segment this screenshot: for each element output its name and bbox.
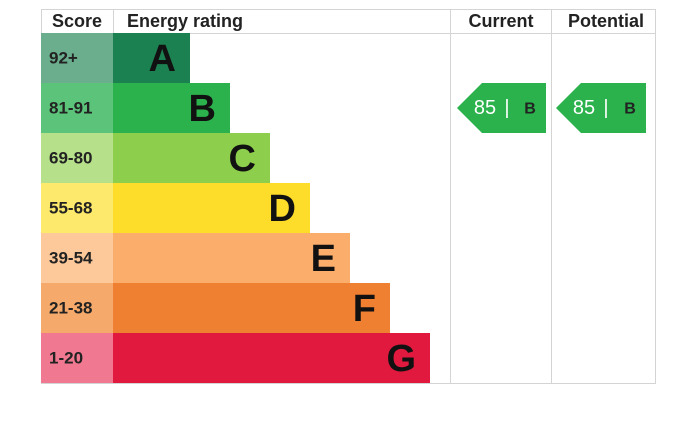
score-cell: [41, 83, 113, 133]
score-label: 92+: [49, 49, 78, 68]
rating-bar: [113, 333, 430, 383]
header-score: Score: [52, 11, 102, 31]
arrow-separator: |: [603, 97, 608, 119]
score-cell: [41, 283, 113, 333]
rating-bar: [113, 133, 270, 183]
rating-bar: [113, 283, 390, 333]
score-label: 1-20: [49, 349, 83, 368]
rating-arrow: [556, 83, 646, 133]
score-label: 81-91: [49, 99, 92, 118]
rating-bar: [113, 83, 230, 133]
arrow-separator: |: [504, 97, 509, 119]
rating-bar: [113, 33, 190, 83]
score-cell: [41, 133, 113, 183]
score-label: 21-38: [49, 299, 92, 318]
score-cell: [41, 233, 113, 283]
rating-letter: E: [311, 238, 336, 280]
arrow-score: 85: [474, 97, 496, 119]
rating-arrow: [457, 83, 546, 133]
header-rating: Energy rating: [127, 11, 243, 31]
rating-letter: B: [189, 88, 216, 130]
rating-letter: G: [386, 338, 416, 380]
header-potential: Potential: [568, 11, 644, 31]
rating-letter: C: [229, 138, 256, 180]
arrow-score: 85: [573, 97, 595, 119]
rating-letter: F: [353, 288, 376, 330]
rating-letter: A: [149, 38, 176, 80]
arrow-rating: B: [624, 101, 636, 118]
score-label: 39-54: [49, 249, 93, 268]
rating-bar: [113, 183, 310, 233]
score-label: 69-80: [49, 149, 92, 168]
score-cell: [41, 183, 113, 233]
rating-bar: [113, 233, 350, 283]
score-cell: [41, 33, 113, 83]
arrow-rating: B: [524, 101, 536, 118]
header-current: Current: [468, 11, 533, 31]
score-cell: [41, 333, 113, 383]
score-label: 55-68: [49, 199, 92, 218]
rating-letter: D: [269, 188, 296, 230]
